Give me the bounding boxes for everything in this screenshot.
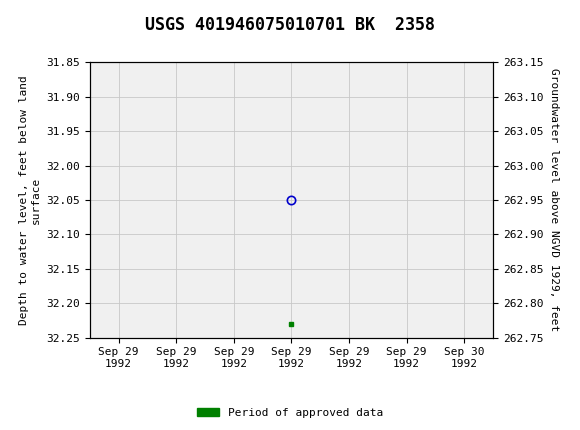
Text: USGS 401946075010701 BK  2358: USGS 401946075010701 BK 2358 <box>145 16 435 34</box>
Legend: Period of approved data: Period of approved data <box>193 403 387 422</box>
Text: USGS: USGS <box>78 10 125 25</box>
Bar <box>7 3 36 32</box>
Y-axis label: Depth to water level, feet below land
surface: Depth to water level, feet below land su… <box>19 75 41 325</box>
Y-axis label: Groundwater level above NGVD 1929, feet: Groundwater level above NGVD 1929, feet <box>549 68 559 332</box>
